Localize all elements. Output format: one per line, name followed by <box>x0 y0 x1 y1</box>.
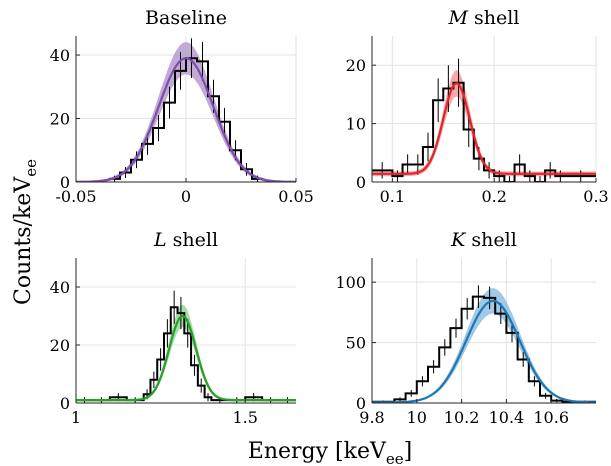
fit-curve <box>76 57 296 182</box>
y-tick-label: 0 <box>356 394 366 413</box>
x-tick-label: 1.5 <box>233 408 258 427</box>
x-tick-label: 10.4 <box>489 408 525 427</box>
y-tick-label: 0 <box>60 173 70 192</box>
y-tick-label: 10 <box>346 115 366 134</box>
panel-title: Baseline <box>145 7 227 29</box>
fit-curve <box>76 315 296 402</box>
panel-4: 9.8 10 10.2 10.4 10.6 0 50 100 K shell <box>335 229 596 427</box>
y-tick-label: 20 <box>50 336 70 355</box>
fit-curve <box>372 82 596 175</box>
data-histogram <box>372 295 596 403</box>
panel-2: 0.1 0.2 0.3 0 10 20 M shell <box>346 7 609 206</box>
data-histogram <box>372 81 596 182</box>
x-tick-label: 10.6 <box>533 408 569 427</box>
x-axis-label: Energy [keVee] <box>248 439 412 466</box>
x-tick-label: 0.3 <box>583 187 608 206</box>
panel-title: M shell <box>448 7 520 29</box>
fit-curve <box>372 299 596 403</box>
fit-uncertainty-band <box>372 288 596 403</box>
y-tick-label: 20 <box>346 56 366 75</box>
x-tick-label: -0.05 <box>55 187 96 206</box>
y-tick-label: 50 <box>346 334 366 353</box>
x-tick-label: 10.2 <box>444 408 480 427</box>
y-tick-label: 0 <box>356 173 366 192</box>
x-tick-label: 0 <box>181 187 191 206</box>
panel-3: 1 1.5 0 20 40 L shell <box>50 229 296 427</box>
x-tick-label: 9.8 <box>359 408 384 427</box>
y-tick-label: 0 <box>60 394 70 413</box>
panel-title: L shell <box>153 229 218 251</box>
x-tick-label: 1 <box>71 408 81 427</box>
y-tick-label: 40 <box>50 278 70 297</box>
y-tick-label: 20 <box>50 110 70 129</box>
y-tick-label: 100 <box>335 273 366 292</box>
fit-uncertainty-band <box>76 304 296 402</box>
x-tick-label: 0.05 <box>278 187 314 206</box>
y-tick-label: 40 <box>50 46 70 65</box>
y-axis-label: Counts/keVee <box>11 159 40 305</box>
panel-title: K shell <box>450 229 517 251</box>
x-tick-label: 0.2 <box>481 187 506 206</box>
x-tick-label: 10 <box>407 408 427 427</box>
x-tick-label: 0.1 <box>380 187 405 206</box>
